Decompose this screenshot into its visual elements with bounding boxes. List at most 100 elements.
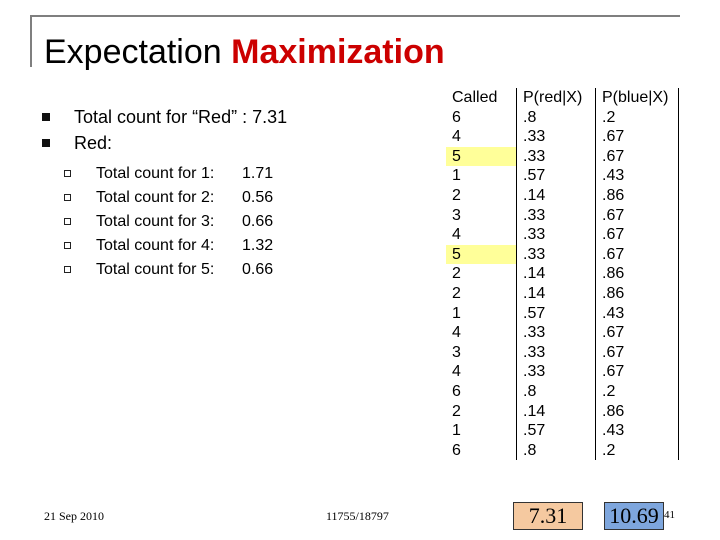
cell-p-red: .57 [516,303,596,324]
sub-item-label: Total count for 4: [96,237,215,254]
table-row: 5.33.67 [446,244,679,265]
cell-p-blue: .67 [595,146,679,167]
cell-p-blue: .86 [595,264,679,284]
table-row: 4.33.67 [446,127,679,147]
sub-item-value: 0.66 [242,213,274,230]
frame-left-line [30,15,32,67]
sub-item-value: 0.66 [242,261,274,278]
sub-bullet-list: Total count for 1: 1.71 Total count for 2… [38,162,287,282]
bullet-text: Red: [74,133,113,153]
cell-p-red: .8 [516,107,596,128]
header-called: Called [446,88,517,108]
table-row: 1.57.43 [446,421,679,441]
cell-called: 6 [446,440,517,461]
cell-p-red: .33 [516,205,596,226]
cell-called: 6 [446,107,517,128]
cell-p-blue: .43 [595,421,679,441]
sub-item-label: Total count for 1: [96,165,215,182]
sub-item-label: Total count for 5: [96,261,215,278]
sub-item: Total count for 5: 0.66 [60,258,287,282]
cell-p-red: .33 [516,323,596,343]
cell-p-blue: .67 [595,205,679,226]
cell-called: 3 [446,342,517,363]
cell-called: 4 [446,127,517,147]
table-row: 4.33.67 [446,225,679,245]
header-p-blue: P(blue|X) [595,88,679,108]
cell-p-blue: .67 [595,225,679,245]
bullet-list: Total count for “Red” : 7.31 Red: Total … [38,104,287,282]
cell-p-red: .14 [516,283,596,304]
cell-p-red: .33 [516,225,596,245]
cell-p-red: .33 [516,342,596,363]
cell-p-blue: .67 [595,323,679,343]
cell-called: 1 [446,421,517,441]
table-header-row: Called P(red|X) P(blue|X) [446,88,679,108]
header-p-red: P(red|X) [516,88,596,108]
footer-date: 21 Sep 2010 [44,509,104,523]
cell-called: 5 [446,244,517,265]
square-bullet-icon [42,139,50,147]
cell-p-red: .14 [516,264,596,284]
cell-p-red: .33 [516,362,596,382]
slide-title: Expectation Maximization [44,30,445,74]
cell-p-blue: .67 [595,362,679,382]
cell-p-blue: .86 [595,401,679,422]
table-row: 1.57.43 [446,166,679,186]
cell-p-blue: .2 [595,440,679,461]
square-bullet-icon [42,113,50,121]
sub-item-value: 1.32 [242,237,274,254]
bullet-text: Total count for “Red” : 7.31 [74,107,288,127]
frame-top-line [30,15,680,17]
cell-called: 5 [446,146,517,167]
table-row: 6.8.2 [446,107,679,128]
cell-p-red: .33 [516,244,596,265]
hollow-square-bullet-icon [64,218,71,225]
title-accent: Maximization [231,33,445,71]
cell-p-blue: .86 [595,185,679,206]
sub-item-value: 1.71 [242,165,274,182]
cell-p-blue: .86 [595,283,679,304]
page-number: 41 [664,509,675,521]
cell-called: 1 [446,303,517,324]
cell-p-red: .57 [516,166,596,186]
cell-p-red: .14 [516,185,596,206]
cell-p-blue: .2 [595,107,679,128]
table-row: 2.14.86 [446,283,679,304]
sub-item: Total count for 2: 0.56 [60,186,287,210]
title-plain: Expectation [44,33,232,71]
cell-called: 6 [446,381,517,402]
cell-called: 4 [446,225,517,245]
table-row: 2.14.86 [446,185,679,206]
hollow-square-bullet-icon [64,170,71,177]
sub-item: Total count for 4: 1.32 [60,234,287,258]
hollow-square-bullet-icon [64,242,71,249]
hollow-square-bullet-icon [64,266,71,273]
hollow-square-bullet-icon [64,194,71,201]
table-row: 2.14.86 [446,264,679,284]
total-blue-box: 10.69 [604,502,664,530]
cell-called: 2 [446,401,517,422]
probability-table: Called P(red|X) P(blue|X) 6.8.2 4.33.67 5.… [446,88,679,461]
cell-p-blue: .67 [595,127,679,147]
cell-p-blue: .67 [595,342,679,363]
cell-called: 2 [446,283,517,304]
sub-item: Total count for 1: 1.71 [60,162,287,186]
table-row: 1.57.43 [446,303,679,324]
table-row: 6.8.2 [446,381,679,402]
cell-called: 4 [446,362,517,382]
sub-item-label: Total count for 3: [96,213,215,230]
sub-item-value: 0.56 [242,189,274,206]
table-row: 3.33.67 [446,342,679,363]
cell-p-red: .14 [516,401,596,422]
table-body: 6.8.2 4.33.67 5.33.67 1.57.43 2.14.86 3.33.67… [446,107,679,461]
cell-p-red: .33 [516,146,596,167]
cell-called: 2 [446,185,517,206]
sub-item: Total count for 3: 0.66 [60,210,287,234]
cell-p-red: .8 [516,440,596,461]
table-row: 2.14.86 [446,401,679,422]
cell-p-red: .57 [516,421,596,441]
cell-p-red: .8 [516,381,596,402]
bullet-total-red: Total count for “Red” : 7.31 [38,104,287,130]
cell-p-blue: .2 [595,381,679,402]
table-row: 5.33.67 [446,146,679,167]
